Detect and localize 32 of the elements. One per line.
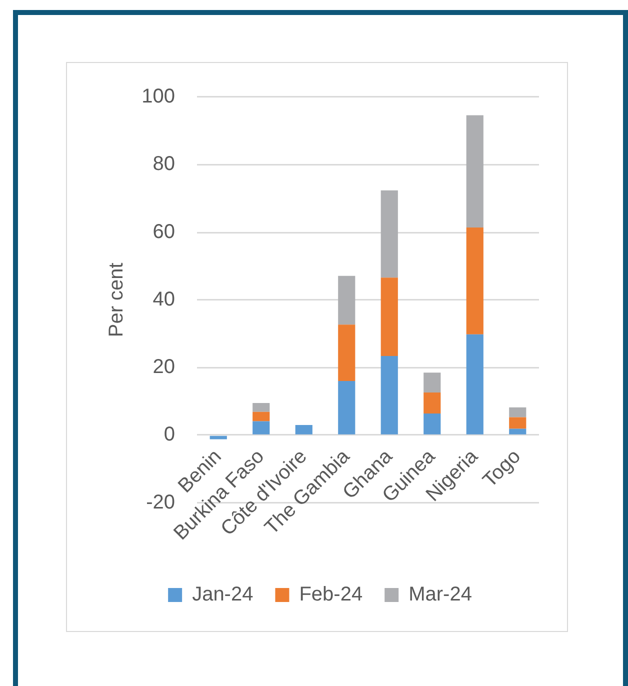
- legend-label: Mar-24: [408, 584, 472, 606]
- bar: [210, 436, 227, 440]
- bar: [380, 356, 398, 434]
- y-tick-label: 80: [152, 153, 175, 176]
- bar: [338, 381, 356, 434]
- y-tick-label: 0: [164, 424, 175, 446]
- bar: [466, 228, 484, 334]
- bar: [424, 414, 441, 434]
- y-tick-label: 40: [152, 288, 175, 310]
- legend-label: Feb-24: [299, 584, 363, 606]
- bar: [380, 278, 398, 356]
- bar: [252, 403, 270, 412]
- bar: [509, 407, 526, 418]
- bar: [424, 372, 441, 393]
- bar: [338, 276, 356, 325]
- bar: [424, 392, 441, 414]
- bar: [380, 190, 398, 278]
- y-tick-label: 20: [152, 356, 175, 378]
- bar: [509, 417, 526, 429]
- y-axis-title: Per cent: [106, 262, 128, 338]
- bar: [252, 412, 270, 422]
- y-tick-label: 100: [142, 86, 175, 108]
- legend-label: Jan-24: [192, 584, 254, 606]
- bar: [252, 421, 270, 434]
- bar: [509, 428, 526, 434]
- y-tick-label: -20: [146, 491, 175, 514]
- x-tick-label: Togo: [478, 446, 526, 492]
- bar: [466, 334, 484, 434]
- y-tick-label: 60: [152, 220, 175, 243]
- bar: [295, 425, 312, 434]
- bar: [466, 115, 484, 228]
- bar: [338, 324, 356, 382]
